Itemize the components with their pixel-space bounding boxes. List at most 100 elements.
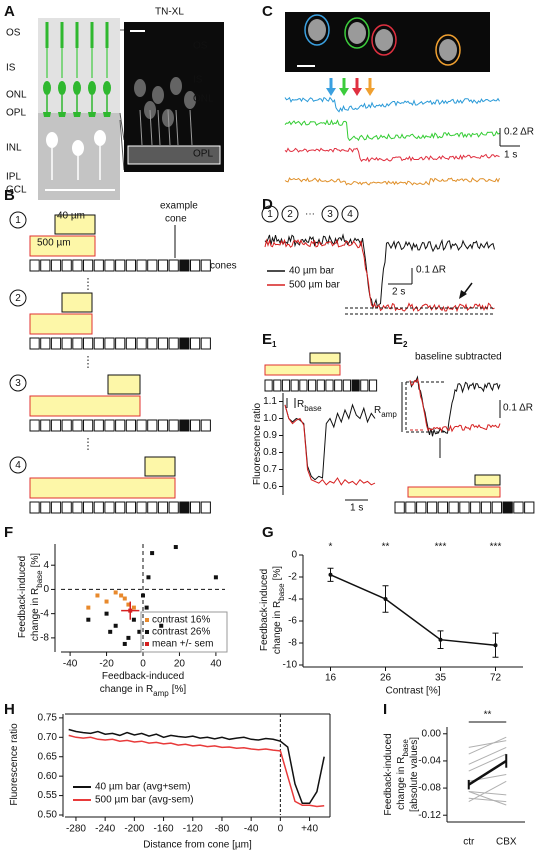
significance: ** xyxy=(484,710,492,721)
roi xyxy=(435,34,461,66)
y-tick-label: 0.55 xyxy=(38,790,58,801)
example-label: cone xyxy=(165,214,187,225)
bar-small xyxy=(474,474,501,486)
x-tick-label: -20 xyxy=(99,659,114,670)
x-tick-label: -40 xyxy=(63,659,78,670)
scatter-point xyxy=(126,635,131,640)
cone xyxy=(470,501,481,514)
x-tick-label: 26 xyxy=(380,673,392,684)
x-tick-label: -280 xyxy=(66,824,86,835)
y-axis-label: [absolute values] xyxy=(409,737,420,812)
cone xyxy=(179,419,190,432)
trace-40um xyxy=(409,375,501,437)
cone xyxy=(168,501,179,514)
x-tick-label: -160 xyxy=(154,824,174,835)
y-axis-label-part: [absolute values] xyxy=(409,737,420,812)
cone xyxy=(491,501,503,514)
r-amp-label-part: amp xyxy=(381,410,397,419)
inner-cell xyxy=(72,140,84,156)
x-axis-label: Feedback-induced xyxy=(102,671,184,682)
panel-label: I xyxy=(383,701,387,718)
cell-line xyxy=(468,740,507,748)
scatter-point xyxy=(86,617,91,622)
cone xyxy=(115,337,126,350)
scatter-point xyxy=(86,605,91,610)
cone-axon xyxy=(175,109,179,146)
bar-small xyxy=(61,292,93,313)
panel-label-part: 2 xyxy=(403,340,408,349)
cone-axon xyxy=(139,109,143,146)
x-axis-label-part: [%] xyxy=(172,684,187,695)
cone xyxy=(136,419,147,432)
y-axis-label-part: Fluorescence ratio xyxy=(9,723,20,806)
bar-large-label: 500 µm xyxy=(37,238,71,249)
step-number: 2 xyxy=(287,209,293,220)
cone xyxy=(83,259,94,272)
cone xyxy=(115,419,126,432)
scatter-point xyxy=(131,617,136,622)
cell-line xyxy=(468,746,507,765)
cone xyxy=(157,501,169,514)
cone xyxy=(200,419,211,432)
y-tick-label: 0.6 xyxy=(263,481,277,492)
x-tick-label: 35 xyxy=(435,673,447,684)
cone xyxy=(93,419,104,432)
cone xyxy=(125,501,137,514)
y-axis-label: change in Rbase xyxy=(396,739,410,810)
trace-red xyxy=(284,147,500,163)
stimulus-arrowhead xyxy=(339,88,349,96)
bar-large xyxy=(29,235,96,257)
cone xyxy=(104,419,115,432)
cone xyxy=(29,419,40,432)
layer-label: INL xyxy=(6,143,22,154)
y-tick-label: 0.00 xyxy=(422,728,442,739)
y-tick-label: -4 xyxy=(288,594,297,605)
x-tick-label: +40 xyxy=(301,824,318,835)
bar-large xyxy=(29,395,141,417)
panel-label: H xyxy=(4,701,15,718)
y-tick-label: -0.08 xyxy=(418,783,441,794)
panel-label: E2 xyxy=(393,331,408,349)
bar-small xyxy=(107,374,141,395)
cone xyxy=(179,501,190,514)
scatter-point xyxy=(131,605,136,610)
x-tick-label: ctr xyxy=(463,837,475,848)
data-line xyxy=(330,574,496,646)
legend-label: contrast 26% xyxy=(152,627,210,638)
step-number: 1 xyxy=(267,209,273,220)
pedicle xyxy=(88,112,96,117)
cone xyxy=(200,337,211,350)
trace-500um xyxy=(409,378,501,433)
cone xyxy=(83,337,94,350)
panel-label: E1 xyxy=(262,331,277,349)
panel-label: B xyxy=(4,187,15,204)
y-tick-label: -8 xyxy=(288,638,297,649)
y-axis-label: change in Rbase [%] xyxy=(30,553,44,641)
y-axis-label-part: change in R xyxy=(272,601,283,654)
cone xyxy=(273,379,282,392)
cone-axon xyxy=(157,109,161,146)
y-axis-label-part: change in R xyxy=(396,756,407,809)
cone xyxy=(264,379,273,392)
data-point xyxy=(493,643,498,648)
trace-orange xyxy=(284,177,500,186)
y-tick-label: 0.7 xyxy=(263,464,277,475)
cell-blob xyxy=(375,29,393,51)
scatter-point xyxy=(122,596,127,601)
zoom-line xyxy=(119,112,125,141)
scatter-point xyxy=(141,593,145,598)
significance: ** xyxy=(382,542,390,553)
cone xyxy=(351,379,360,392)
scale-label: 0.1 ΔR xyxy=(503,403,533,414)
layer-label: GCL xyxy=(6,185,27,196)
legend-label: mean +/- sem xyxy=(152,639,213,650)
cone xyxy=(405,501,416,514)
cone xyxy=(480,501,492,514)
cone xyxy=(147,337,158,350)
cone-soma xyxy=(152,86,164,104)
r-base-label-part: R xyxy=(297,399,304,410)
scale-label: 2 s xyxy=(392,287,405,298)
step-circle xyxy=(341,205,359,223)
zoom-line xyxy=(119,119,125,171)
